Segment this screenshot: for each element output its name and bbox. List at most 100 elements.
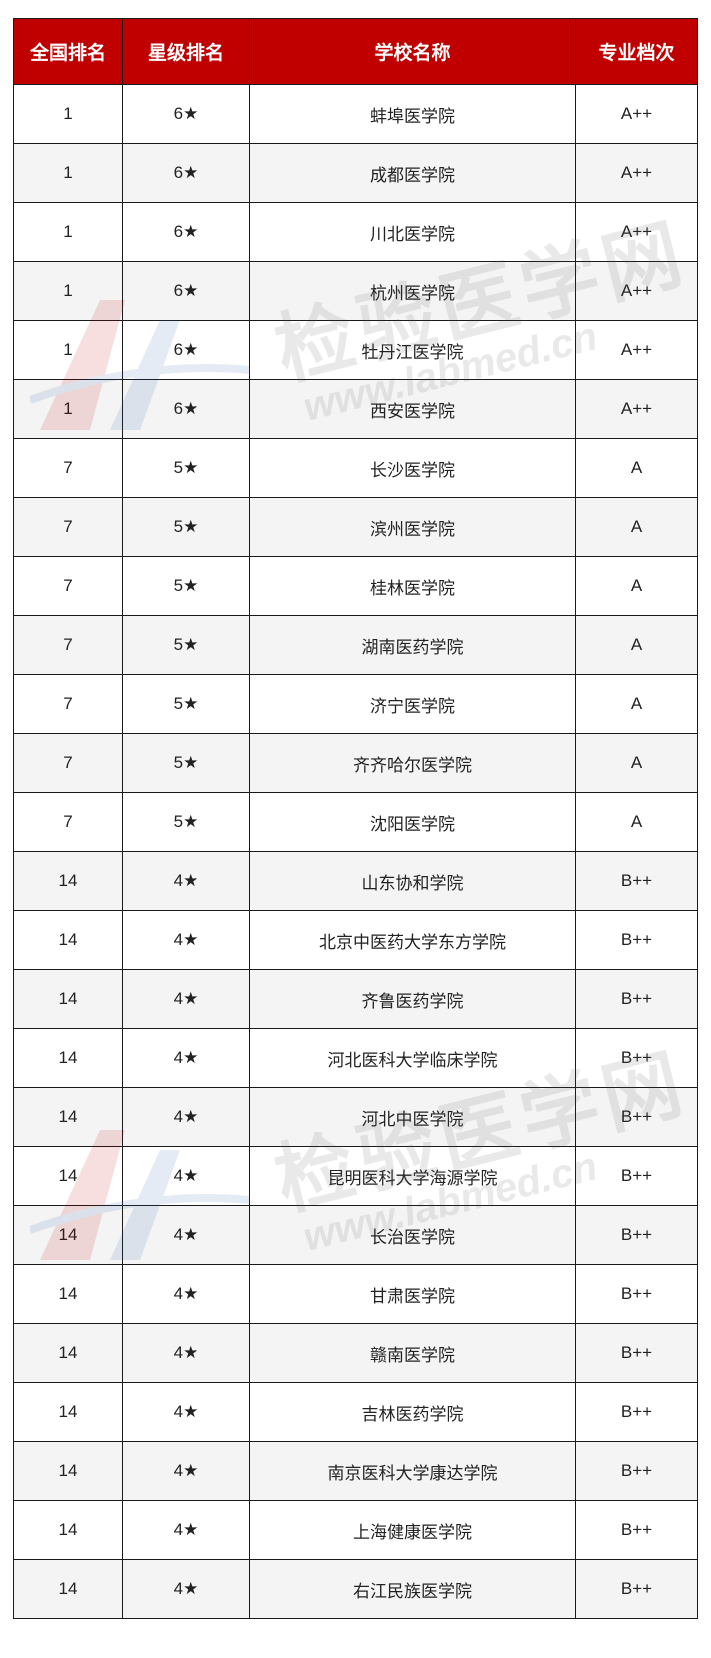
star-rank-cell: 6★ [122, 320, 250, 380]
table-row: 14 4★ 甘肃医学院 B++ [13, 1264, 698, 1324]
table-row: 1 6★ 川北医学院 A++ [13, 202, 698, 262]
star-rank-cell: 4★ [122, 910, 250, 970]
grade-cell: A++ [575, 84, 698, 144]
grade-cell: A [575, 497, 698, 557]
table-row: 7 5★ 齐齐哈尔医学院 A [13, 733, 698, 793]
national-rank-cell: 14 [13, 1264, 123, 1324]
national-rank-cell: 7 [13, 733, 123, 793]
grade-cell: B++ [575, 1559, 698, 1619]
national-rank-cell: 14 [13, 1205, 123, 1265]
national-rank-cell: 14 [13, 1382, 123, 1442]
national-rank-cell: 7 [13, 497, 123, 557]
national-rank-cell: 7 [13, 615, 123, 675]
grade-cell: A++ [575, 143, 698, 203]
table-row: 1 6★ 蚌埠医学院 A++ [13, 84, 698, 144]
grade-cell: B++ [575, 910, 698, 970]
national-rank-cell: 14 [13, 1441, 123, 1501]
header-star-rank: 星级排名 [122, 18, 250, 85]
national-rank-cell: 1 [13, 143, 123, 203]
school-name-cell: 长沙医学院 [249, 438, 576, 498]
grade-cell: A [575, 615, 698, 675]
national-rank-cell: 7 [13, 438, 123, 498]
national-rank-cell: 14 [13, 1500, 123, 1560]
star-rank-cell: 6★ [122, 202, 250, 262]
star-rank-cell: 6★ [122, 261, 250, 321]
school-name-cell: 蚌埠医学院 [249, 84, 576, 144]
header-national-rank: 全国排名 [13, 18, 123, 85]
table-row: 1 6★ 西安医学院 A++ [13, 379, 698, 439]
star-rank-cell: 4★ [122, 1559, 250, 1619]
star-rank-cell: 4★ [122, 1028, 250, 1088]
table-row: 1 6★ 成都医学院 A++ [13, 143, 698, 203]
table-row: 7 5★ 济宁医学院 A [13, 674, 698, 734]
table-row: 14 4★ 南京医科大学康达学院 B++ [13, 1441, 698, 1501]
national-rank-cell: 14 [13, 969, 123, 1029]
school-name-cell: 山东协和学院 [249, 851, 576, 911]
table-row: 7 5★ 长沙医学院 A [13, 438, 698, 498]
school-name-cell: 济宁医学院 [249, 674, 576, 734]
school-name-cell: 牡丹江医学院 [249, 320, 576, 380]
star-rank-cell: 6★ [122, 84, 250, 144]
grade-cell: A++ [575, 379, 698, 439]
grade-cell: B++ [575, 1028, 698, 1088]
grade-cell: B++ [575, 1087, 698, 1147]
national-rank-cell: 1 [13, 84, 123, 144]
school-name-cell: 齐鲁医药学院 [249, 969, 576, 1029]
grade-cell: A [575, 733, 698, 793]
grade-cell: B++ [575, 1323, 698, 1383]
table-row: 14 4★ 吉林医药学院 B++ [13, 1382, 698, 1442]
table-row: 14 4★ 上海健康医学院 B++ [13, 1500, 698, 1560]
national-rank-cell: 14 [13, 1087, 123, 1147]
grade-cell: A [575, 674, 698, 734]
star-rank-cell: 4★ [122, 1500, 250, 1560]
star-rank-cell: 5★ [122, 438, 250, 498]
table-row: 14 4★ 河北医科大学临床学院 B++ [13, 1028, 698, 1088]
grade-cell: A++ [575, 320, 698, 380]
school-name-cell: 昆明医科大学海源学院 [249, 1146, 576, 1206]
table-row: 14 4★ 长治医学院 B++ [13, 1205, 698, 1265]
star-rank-cell: 6★ [122, 143, 250, 203]
star-rank-cell: 5★ [122, 674, 250, 734]
table-row: 14 4★ 赣南医学院 B++ [13, 1323, 698, 1383]
header-school-name: 学校名称 [249, 18, 576, 85]
table-row: 14 4★ 昆明医科大学海源学院 B++ [13, 1146, 698, 1206]
star-rank-cell: 5★ [122, 615, 250, 675]
grade-cell: A [575, 792, 698, 852]
grade-cell: B++ [575, 851, 698, 911]
table-row: 14 4★ 山东协和学院 B++ [13, 851, 698, 911]
grade-cell: A [575, 438, 698, 498]
table-row: 7 5★ 滨州医学院 A [13, 497, 698, 557]
national-rank-cell: 1 [13, 320, 123, 380]
star-rank-cell: 4★ [122, 969, 250, 1029]
school-name-cell: 成都医学院 [249, 143, 576, 203]
star-rank-cell: 5★ [122, 556, 250, 616]
star-rank-cell: 5★ [122, 733, 250, 793]
star-rank-cell: 4★ [122, 1323, 250, 1383]
star-rank-cell: 4★ [122, 1087, 250, 1147]
national-rank-cell: 14 [13, 1146, 123, 1206]
star-rank-cell: 5★ [122, 497, 250, 557]
school-name-cell: 滨州医学院 [249, 497, 576, 557]
grade-cell: B++ [575, 1441, 698, 1501]
national-rank-cell: 14 [13, 1559, 123, 1619]
school-name-cell: 桂林医学院 [249, 556, 576, 616]
table-row: 7 5★ 桂林医学院 A [13, 556, 698, 616]
grade-cell: B++ [575, 1382, 698, 1442]
school-name-cell: 河北医科大学临床学院 [249, 1028, 576, 1088]
national-rank-cell: 1 [13, 379, 123, 439]
grade-cell: A [575, 556, 698, 616]
table-row: 1 6★ 杭州医学院 A++ [13, 261, 698, 321]
grade-cell: A++ [575, 261, 698, 321]
national-rank-cell: 1 [13, 261, 123, 321]
national-rank-cell: 14 [13, 1028, 123, 1088]
header-grade: 专业档次 [575, 18, 698, 85]
table-row: 1 6★ 牡丹江医学院 A++ [13, 320, 698, 380]
table-row: 14 4★ 右江民族医学院 B++ [13, 1559, 698, 1619]
school-name-cell: 长治医学院 [249, 1205, 576, 1265]
star-rank-cell: 5★ [122, 792, 250, 852]
school-name-cell: 南京医科大学康达学院 [249, 1441, 576, 1501]
table-row: 14 4★ 北京中医药大学东方学院 B++ [13, 910, 698, 970]
ranking-table: 全国排名 星级排名 学校名称 专业档次 1 6★ 蚌埠医学院 A++ 1 6★ 成都医学院 A… [13, 18, 698, 1619]
grade-cell: B++ [575, 1205, 698, 1265]
grade-cell: B++ [575, 969, 698, 1029]
